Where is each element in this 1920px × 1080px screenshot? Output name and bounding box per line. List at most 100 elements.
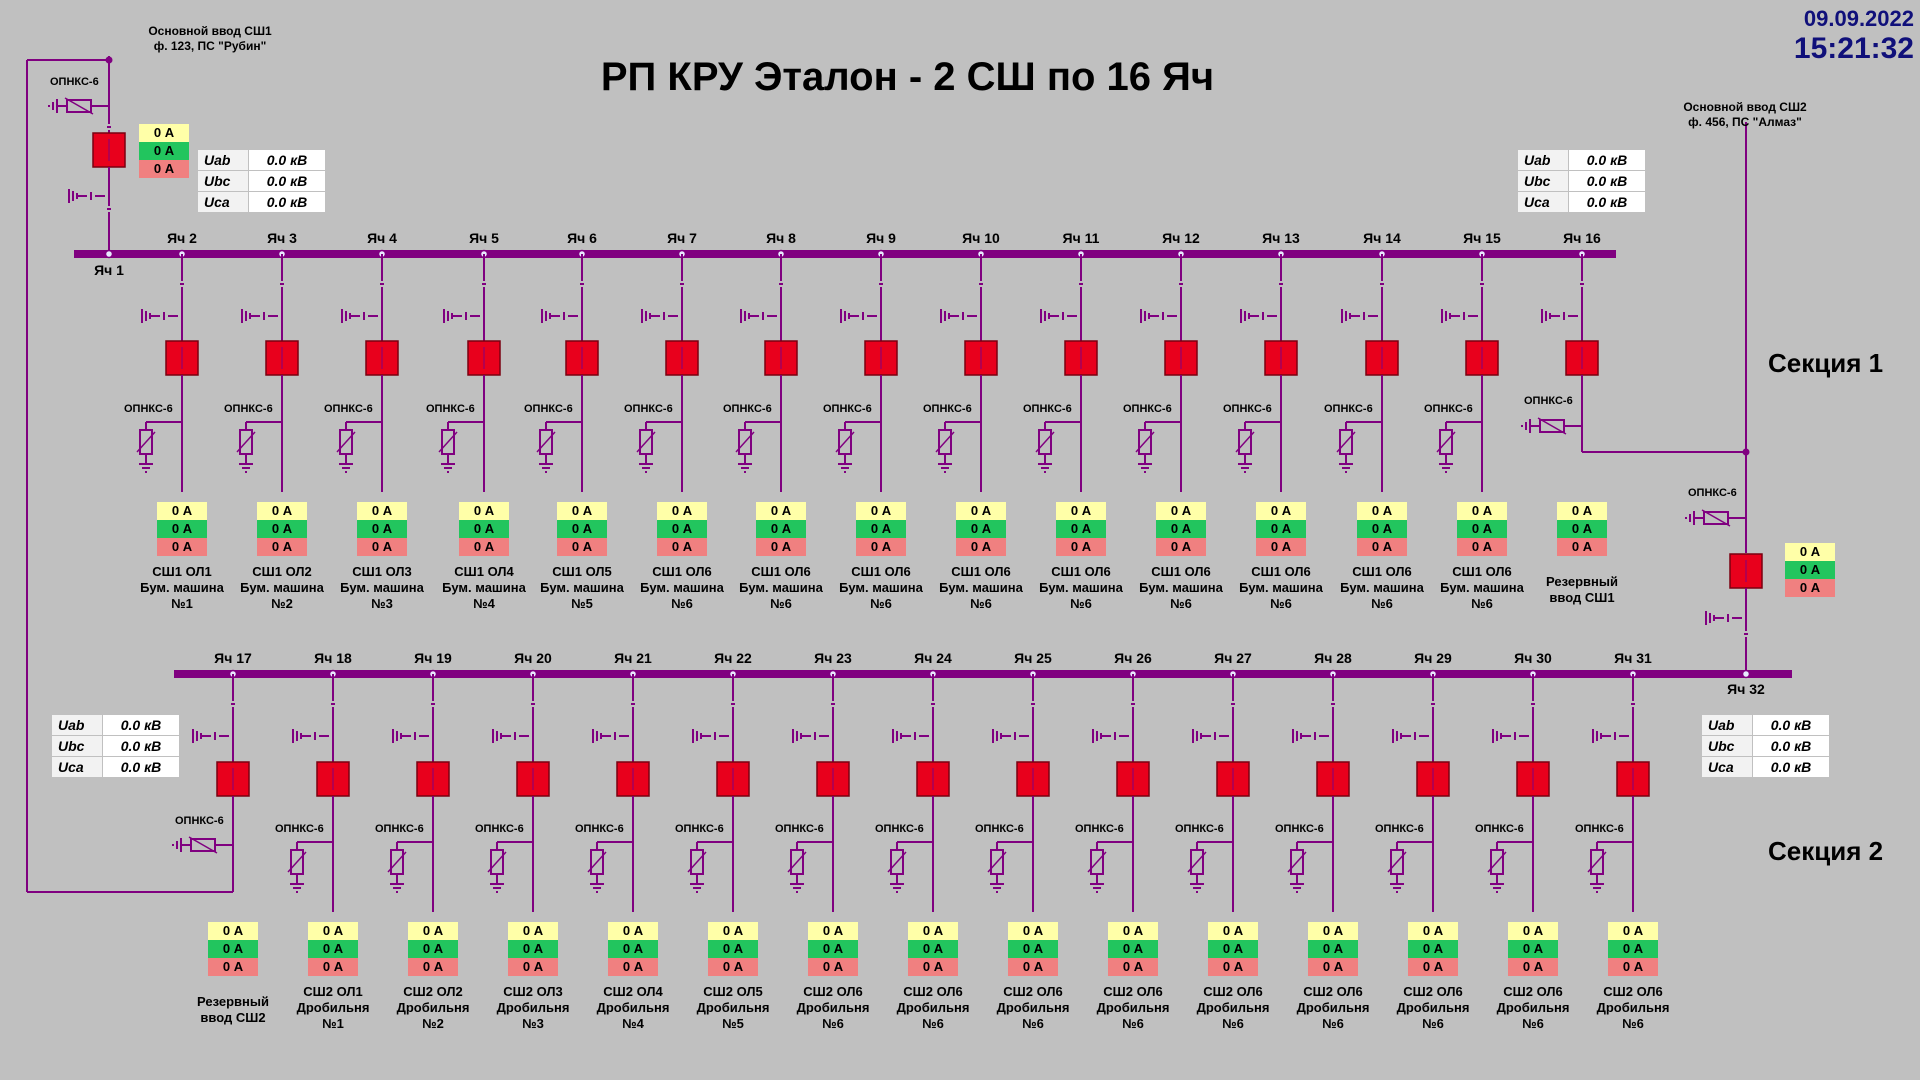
surge-arrester-arrow [188,836,218,854]
surge-arrester-label: ОПНКС-6 [1575,823,1624,835]
surge-arrester-arrow [1587,851,1607,873]
feeder-name-line: СШ1 ОЛ6 [1452,564,1512,579]
voltage-value: 0.0 кВ [1752,714,1830,736]
current-phase-2: 0 А [1608,940,1658,958]
current-phase-2: 0 А [1256,520,1306,538]
voltage-key: Ubc [1701,735,1753,757]
feeder-name-line: Резервный [1546,574,1618,589]
current-phase-2: 0 А [1457,520,1507,538]
feeder-name-line: СШ1 ОЛ6 [1151,564,1211,579]
feeder-name-line: Бум. машина [640,580,724,595]
current-phase-1: 0 А [908,922,958,940]
current-phase-3: 0 А [1408,958,1458,976]
feeder-name-line: Бум. машина [340,580,424,595]
current-phase-1: 0 А [1408,922,1458,940]
feeder-name-line: СШ2 ОЛ6 [1103,984,1163,999]
surge-arrester-arrow [1235,431,1255,453]
cell-label: Яч 29 [1414,650,1452,666]
feeder-name-line: СШ1 ОЛ6 [751,564,811,579]
current-phase-3: 0 А [508,958,558,976]
feeder-name-line: №6 [1070,596,1092,611]
feeder-name-line: Дробильня [1296,1000,1370,1015]
surge-arrester-arrow [1087,851,1107,873]
cell-label: Яч 1 [94,262,124,278]
surge-arrester-label: ОПНКС-6 [426,403,475,415]
feeder-name-line: Бум. машина [442,580,526,595]
busbar-1 [74,250,1616,258]
cell-label: Яч 12 [1162,230,1200,246]
current-phase-1: 0 А [1156,502,1206,520]
feeder-name-line: №6 [1471,596,1493,611]
surge-arrester-label: ОПНКС-6 [1075,823,1124,835]
date-display: 09.09.2022 [1803,6,1914,31]
voltage-value: 0.0 кВ [102,756,180,778]
surge-arrester-arrow [935,431,955,453]
voltage-key: Uca [51,756,103,778]
feeder-name: СШ2 ОЛ6 Дробильня №6 [1581,984,1685,1032]
cell-label: Яч 24 [914,650,952,666]
current-phase-1: 0 А [1108,922,1158,940]
feeder-name: СШ2 ОЛ6 Дробильня №6 [1181,984,1285,1032]
section-2-label: Секция 2 [1768,836,1884,866]
cell-label: Яч 19 [414,650,452,666]
feeder-name: СШ2 ОЛ6 Дробильня №6 [1481,984,1585,1032]
current-phase-1: 0 А [1785,543,1835,561]
surge-arrester-label: ОПНКС-6 [524,403,573,415]
current-phase-3: 0 А [1056,538,1106,556]
feeder-name-line: №1 [322,1016,344,1031]
surge-arrester-arrow [1287,851,1307,873]
surge-arrester-label: ОПНКС-6 [923,403,972,415]
feeder-name-line: №6 [1122,1016,1144,1031]
current-phase-1: 0 А [157,502,207,520]
feeder-name-line: СШ2 ОЛ6 [1503,984,1563,999]
cell-label: Яч 26 [1114,650,1152,666]
feeder-name-line: Бум. машина [1039,580,1123,595]
surge-arrester-arrow [487,851,507,873]
surge-arrester-label: ОПНКС-6 [275,823,324,835]
surge-arrester-arrow [1035,431,1055,453]
feeder-name-line: Бум. машина [540,580,624,595]
feeder-name: СШ2 ОЛ6 Дробильня №6 [1081,984,1185,1032]
current-phase-3: 0 А [908,958,958,976]
cell-label: Яч 16 [1563,230,1601,246]
current-phase-2: 0 А [908,940,958,958]
feeder-name-line: Бум. машина [939,580,1023,595]
feeder-name-line: Резервный [197,994,269,1009]
cell-label: Яч 30 [1514,650,1552,666]
feeder-name-line: Дробильня [1096,1000,1170,1015]
surge-arrester-arrow [1701,509,1731,527]
current-phase-2: 0 А [1008,940,1058,958]
feeder-name-line: Дробильня [1196,1000,1270,1015]
surge-arrester-label: ОПНКС-6 [375,823,424,835]
current-phase-3: 0 А [1156,538,1206,556]
voltage-key: Uab [1701,714,1753,736]
surge-arrester-arrow [1537,417,1567,435]
feeder-name-line: №6 [1270,596,1292,611]
current-phase-2: 0 А [557,520,607,538]
feeder-name: СШ1 ОЛ6 Бум. машина №6 [1029,564,1133,612]
surge-arrester-arrow [1187,851,1207,873]
feeder-name-line: №6 [1371,596,1393,611]
current-phase-3: 0 А [1785,579,1835,597]
feeder-name-line: СШ1 ОЛ6 [951,564,1011,579]
current-phase-3: 0 А [1608,958,1658,976]
current-phase-1: 0 А [708,922,758,940]
current-phase-2: 0 А [208,940,258,958]
surge-arrester-arrow [387,851,407,873]
current-phase-1: 0 А [657,502,707,520]
feeder-name-line: СШ1 ОЛ1 [152,564,212,579]
current-phase-3: 0 А [1357,538,1407,556]
cell-label: Яч 9 [866,230,896,246]
current-phase-2: 0 А [1308,940,1358,958]
